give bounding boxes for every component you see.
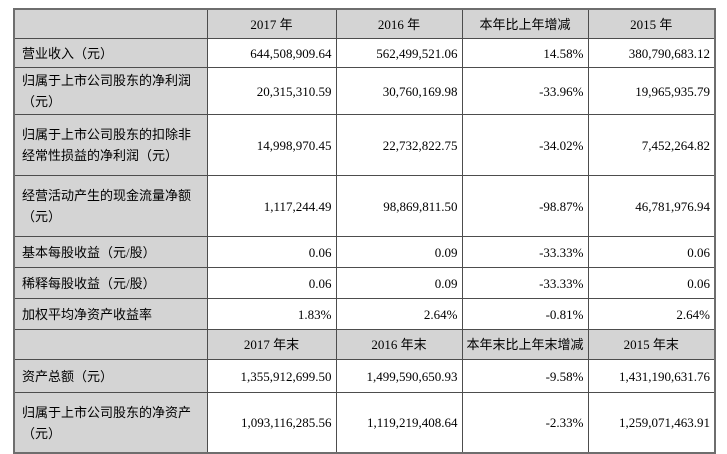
table-row-total-assets: 资产总额（元） 1,355,912,699.50 1,499,590,650.9… [13, 359, 716, 393]
value-2016: 1,119,219,408.64 [335, 392, 463, 454]
row-label: 营业收入（元） [13, 38, 208, 68]
table-row-operating-cash-flow: 经营活动产生的现金流量净额（元） 1,117,244.49 98,869,811… [13, 175, 716, 237]
value-change: -33.33% [461, 236, 589, 268]
col-header-2017: 2017 年 [206, 8, 337, 39]
value-2015: 7,452,264.82 [587, 114, 716, 176]
table-row-basic-eps: 基本每股收益（元/股） 0.06 0.09 -33.33% 0.06 [13, 236, 716, 268]
value-2015: 2.64% [587, 298, 716, 330]
corner-cell [13, 329, 208, 360]
value-2015: 380,790,683.12 [587, 38, 716, 68]
row-label: 归属于上市公司股东的净资产（元） [13, 392, 208, 454]
table-row-revenue: 营业收入（元） 644,508,909.64 562,499,521.06 14… [13, 38, 716, 68]
row-label: 归属于上市公司股东的净利润（元） [13, 67, 208, 115]
value-change: 14.58% [461, 38, 589, 68]
value-2015: 0.06 [587, 267, 716, 299]
row-label: 稀释每股收益（元/股） [13, 267, 208, 299]
value-2016: 98,869,811.50 [335, 175, 463, 237]
col-header-2015: 2015 年 [587, 8, 716, 39]
value-2015: 0.06 [587, 236, 716, 268]
value-change: -33.96% [461, 67, 589, 115]
col-header-2015-end: 2015 年末 [587, 329, 716, 360]
value-2016: 0.09 [335, 236, 463, 268]
value-2016: 0.09 [335, 267, 463, 299]
financial-summary-table: 2017 年 2016 年 本年比上年增减 2015 年 营业收入（元） 644… [13, 8, 716, 454]
value-2017: 1,093,116,285.56 [206, 392, 337, 454]
row-label: 加权平均净资产收益率 [13, 298, 208, 330]
value-change: -2.33% [461, 392, 589, 454]
table-row-weighted-avg-roe: 加权平均净资产收益率 1.83% 2.64% -0.81% 2.64% [13, 298, 716, 330]
value-2016: 562,499,521.06 [335, 38, 463, 68]
value-2015: 1,259,071,463.91 [587, 392, 716, 454]
value-2017: 644,508,909.64 [206, 38, 337, 68]
value-2016: 22,732,822.75 [335, 114, 463, 176]
value-change: -9.58% [461, 359, 589, 393]
table-row-diluted-eps: 稀释每股收益（元/股） 0.06 0.09 -33.33% 0.06 [13, 267, 716, 299]
value-2016: 2.64% [335, 298, 463, 330]
value-2015: 1,431,190,631.76 [587, 359, 716, 393]
header-row-year-end: 2017 年末 2016 年末 本年末比上年末增减 2015 年末 [13, 329, 716, 360]
row-label: 基本每股收益（元/股） [13, 236, 208, 268]
value-2015: 46,781,976.94 [587, 175, 716, 237]
table-row-net-assets: 归属于上市公司股东的净资产（元） 1,093,116,285.56 1,119,… [13, 392, 716, 454]
col-header-2016-end: 2016 年末 [335, 329, 463, 360]
value-change: -98.87% [461, 175, 589, 237]
value-2017: 0.06 [206, 236, 337, 268]
row-label: 归属于上市公司股东的扣除非经常性损益的净利润（元） [13, 114, 208, 176]
value-2017: 1.83% [206, 298, 337, 330]
col-header-yoy-change: 本年比上年增减 [461, 8, 589, 39]
value-2017: 1,355,912,699.50 [206, 359, 337, 393]
value-change: -0.81% [461, 298, 589, 330]
col-header-2017-end: 2017 年末 [206, 329, 337, 360]
value-change: -34.02% [461, 114, 589, 176]
table-row-net-profit-excl-nonrecurring: 归属于上市公司股东的扣除非经常性损益的净利润（元） 14,998,970.45 … [13, 114, 716, 176]
value-2017: 0.06 [206, 267, 337, 299]
value-change: -33.33% [461, 267, 589, 299]
corner-cell [13, 8, 208, 39]
value-2017: 14,998,970.45 [206, 114, 337, 176]
value-2017: 1,117,244.49 [206, 175, 337, 237]
value-2016: 30,760,169.98 [335, 67, 463, 115]
value-2017: 20,315,310.59 [206, 67, 337, 115]
header-row-annual: 2017 年 2016 年 本年比上年增减 2015 年 [13, 8, 716, 39]
value-2015: 19,965,935.79 [587, 67, 716, 115]
row-label: 经营活动产生的现金流量净额（元） [13, 175, 208, 237]
row-label: 资产总额（元） [13, 359, 208, 393]
table-row-net-profit: 归属于上市公司股东的净利润（元） 20,315,310.59 30,760,16… [13, 67, 716, 115]
col-header-year-end-change: 本年末比上年末增减 [461, 329, 589, 360]
value-2016: 1,499,590,650.93 [335, 359, 463, 393]
col-header-2016: 2016 年 [335, 8, 463, 39]
